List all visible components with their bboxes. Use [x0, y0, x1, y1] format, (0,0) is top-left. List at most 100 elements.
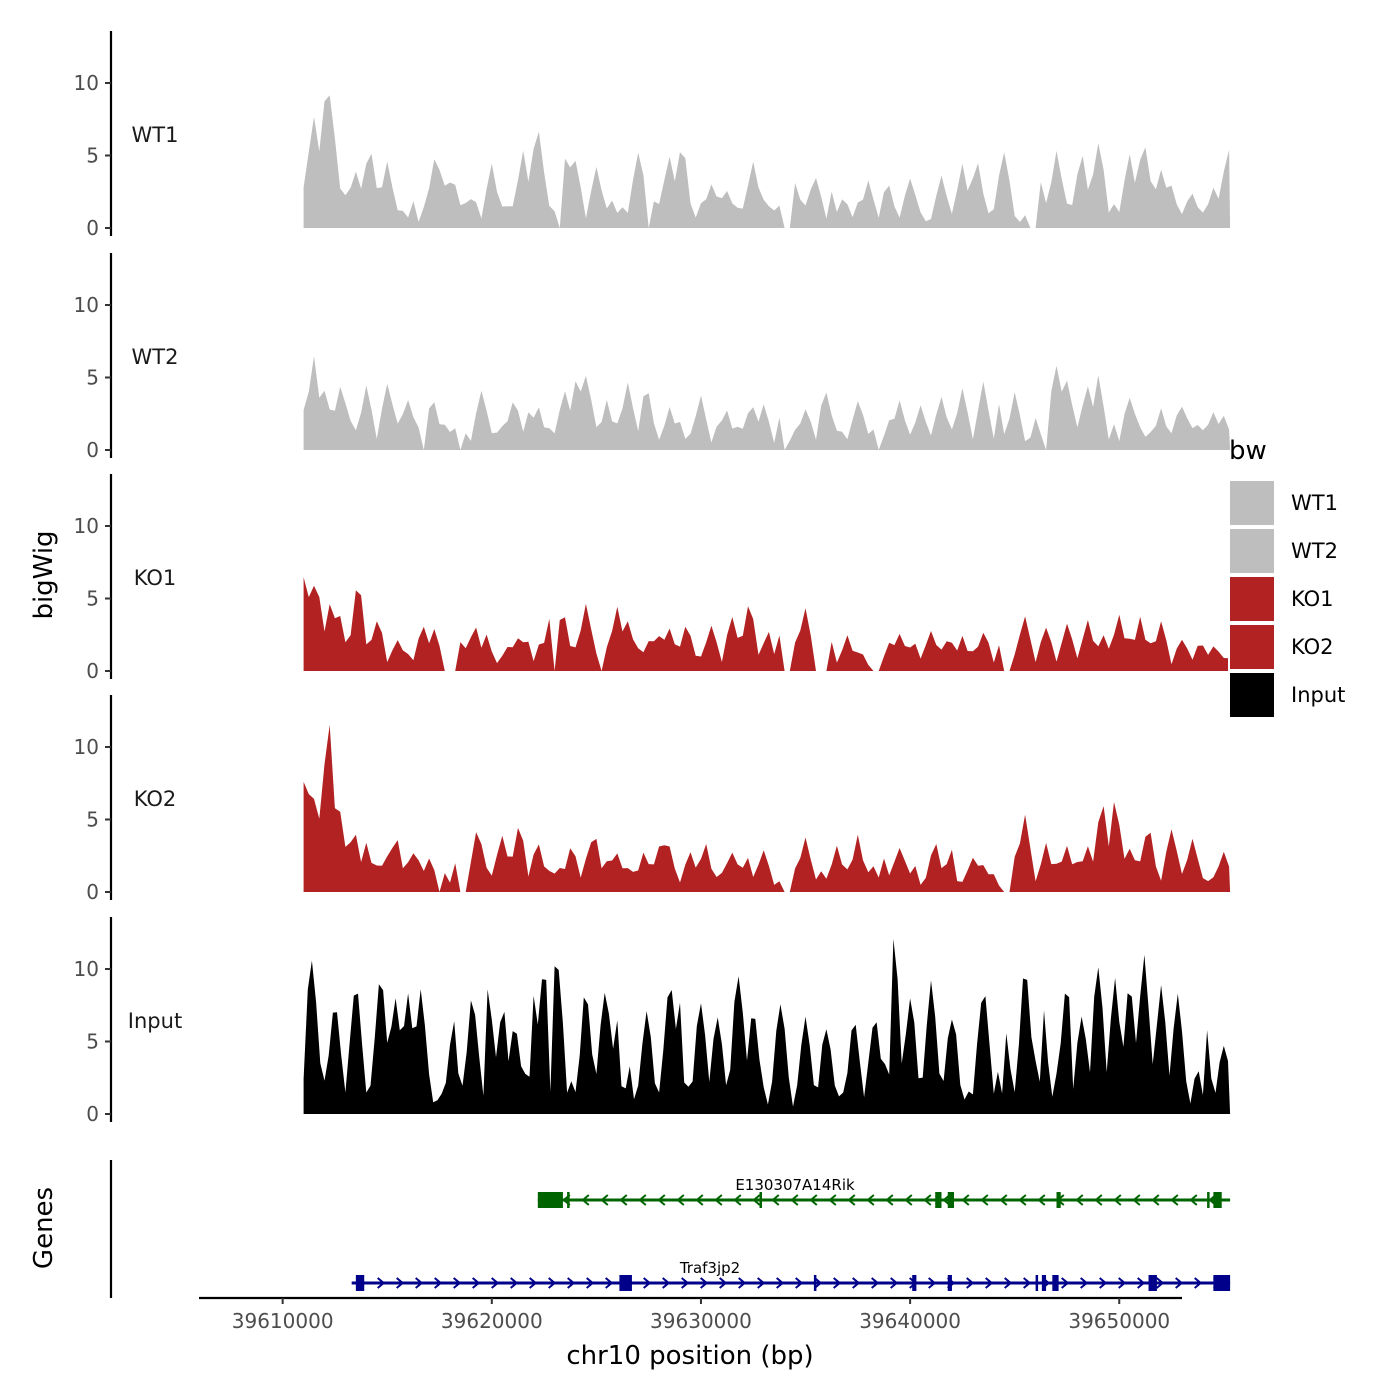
- strand-arrow: [605, 1277, 614, 1289]
- coverage-tracks: 0 5 10 WT1 0 5 10 WT2 0 5 10 KO1 0 5 10 KO2 0 5 10 Input: [74, 31, 1231, 1126]
- strand-arrow: [1137, 1277, 1146, 1289]
- gene-exon: [1213, 1275, 1231, 1291]
- legend-label: WT2: [1291, 539, 1338, 563]
- x-tick-label: 39650000: [1068, 1309, 1170, 1333]
- strand-arrow: [1132, 1194, 1141, 1206]
- strand-arrow: [1061, 1277, 1070, 1289]
- strand-arrow: [548, 1277, 557, 1289]
- gene-exon: [912, 1275, 917, 1291]
- y-tick-label: 10: [74, 293, 99, 317]
- strand-arrow: [733, 1194, 742, 1206]
- y-axis-title: bigWig: [29, 530, 59, 619]
- legend-swatch: [1228, 479, 1276, 527]
- strand-arrow: [396, 1277, 405, 1289]
- y-tick-label: 5: [86, 144, 99, 168]
- strand-arrow: [1075, 1194, 1084, 1206]
- strand-arrow: [738, 1277, 747, 1289]
- genes-track-title: Genes: [29, 1187, 59, 1269]
- strand-arrow: [1113, 1194, 1122, 1206]
- strand-arrow: [1023, 1277, 1032, 1289]
- strand-arrow: [999, 1194, 1008, 1206]
- x-tick-label: 39640000: [859, 1309, 961, 1333]
- legend-label: Input: [1291, 683, 1345, 707]
- strand-arrow: [885, 1194, 894, 1206]
- strand-arrow: [1156, 1277, 1165, 1289]
- genes-track: Genes E130307A14Rik Traf3jp2: [29, 1160, 1231, 1298]
- strand-arrow: [638, 1194, 647, 1206]
- x-tick-label: 39610000: [232, 1309, 334, 1333]
- coverage-area-wt2: [303, 356, 1231, 450]
- track-ko1: 0 5 10 KO1: [74, 474, 1231, 683]
- strand-arrow: [529, 1277, 538, 1289]
- y-tick-label: 0: [86, 1102, 99, 1126]
- y-tick-label: 0: [86, 880, 99, 904]
- strand-arrow: [795, 1277, 804, 1289]
- strand-arrow: [1175, 1277, 1184, 1289]
- strand-arrow: [866, 1194, 875, 1206]
- strand-arrow: [1189, 1194, 1198, 1206]
- strand-arrow: [966, 1277, 975, 1289]
- track-wt1: 0 5 10 WT1: [74, 31, 1231, 240]
- strand-arrow: [980, 1194, 989, 1206]
- legend-label: KO2: [1291, 635, 1334, 659]
- strand-arrow: [1037, 1194, 1046, 1206]
- x-tick-label: 39630000: [650, 1309, 752, 1333]
- x-axis-title: chr10 position (bp): [566, 1341, 813, 1371]
- strand-arrow: [1004, 1277, 1013, 1289]
- strand-arrow: [415, 1277, 424, 1289]
- strand-arrow: [510, 1277, 519, 1289]
- strand-arrow: [1080, 1277, 1089, 1289]
- strand-arrow: [681, 1277, 690, 1289]
- legend-label: WT1: [1291, 491, 1338, 515]
- y-tick-label: 10: [74, 735, 99, 759]
- strand-arrow: [771, 1194, 780, 1206]
- strand-arrow: [871, 1277, 880, 1289]
- y-tick-label: 0: [86, 216, 99, 240]
- strand-arrow: [790, 1194, 799, 1206]
- strand-arrow: [928, 1277, 937, 1289]
- strand-arrow: [1170, 1194, 1179, 1206]
- gene-name-label: E130307A14Rik: [735, 1176, 855, 1194]
- y-tick-label: 5: [86, 587, 99, 611]
- strand-arrow: [662, 1277, 671, 1289]
- gene-exon: [567, 1192, 570, 1208]
- x-axis-ticks: 39610000 39620000 39630000 39640000 39650000: [232, 1298, 1170, 1333]
- strand-arrow: [1194, 1277, 1203, 1289]
- strand-arrow: [890, 1277, 899, 1289]
- strand-arrow: [600, 1194, 609, 1206]
- strand-arrow: [814, 1277, 823, 1289]
- legend-items: WT1 WT2 KO1 KO2 Input: [1228, 479, 1345, 719]
- legend: bw WT1 WT2 KO1 KO2 Input: [1228, 436, 1345, 719]
- strand-arrow: [752, 1194, 761, 1206]
- gene-exon: [1035, 1275, 1039, 1291]
- strand-arrow: [1094, 1194, 1103, 1206]
- strand-arrow: [852, 1277, 861, 1289]
- track-input: 0 5 10 Input: [74, 917, 1231, 1126]
- gene-exon: [1041, 1275, 1047, 1291]
- track-wt2: 0 5 10 WT2: [74, 253, 1231, 462]
- track-label: Input: [128, 1009, 182, 1033]
- strand-arrow: [1151, 1194, 1160, 1206]
- gene-traf3jp2: Traf3jp2: [351, 1259, 1231, 1291]
- strand-arrow: [809, 1194, 818, 1206]
- legend-item: KO2: [1228, 623, 1334, 671]
- strand-arrow: [700, 1277, 709, 1289]
- gene-exon: [947, 1275, 952, 1291]
- strand-arrow: [923, 1194, 932, 1206]
- strand-arrow: [1118, 1277, 1127, 1289]
- y-tick-label: 5: [86, 366, 99, 390]
- gene-exon: [1056, 1192, 1061, 1208]
- y-tick-label: 0: [86, 438, 99, 462]
- strand-arrow: [643, 1277, 652, 1289]
- gene-exon: [537, 1192, 563, 1208]
- y-tick-label: 5: [86, 808, 99, 832]
- gene-exon: [947, 1192, 955, 1208]
- gene-exon: [1148, 1275, 1157, 1291]
- strand-arrow: [757, 1277, 766, 1289]
- gene-name-label: Traf3jp2: [679, 1259, 740, 1277]
- legend-item: WT2: [1228, 527, 1338, 575]
- legend-item: Input: [1228, 671, 1345, 719]
- strand-arrow: [828, 1194, 837, 1206]
